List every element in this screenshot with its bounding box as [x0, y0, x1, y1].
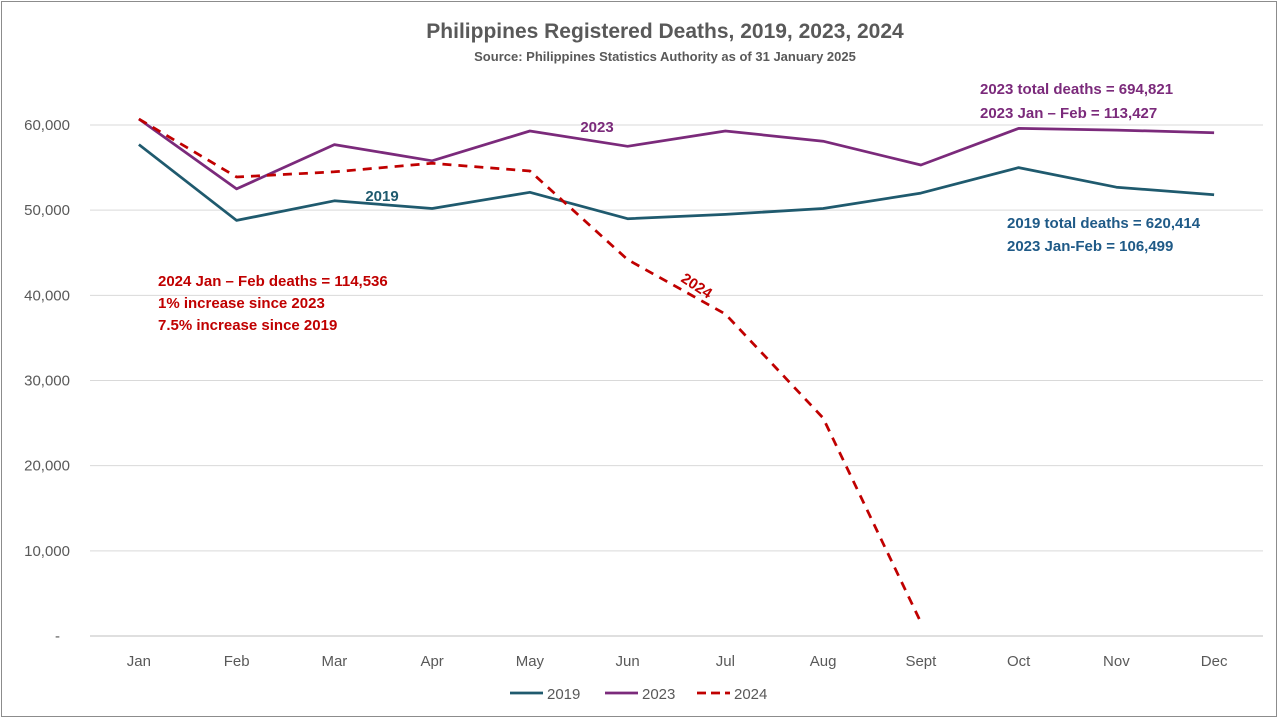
series-line-2023	[138, 117, 1215, 191]
annotation-2019-total: 2019 total deaths = 620,414	[1007, 215, 1201, 232]
series-line-2024	[138, 117, 923, 623]
y-axis-ticks: - 10,000 20,000 30,000 40,000 50,000 60,000	[24, 117, 70, 645]
gridlines	[90, 124, 1263, 637]
series-label-2023: 2023	[580, 119, 613, 136]
chart-subtitle: Source: Philippines Statistics Authority…	[474, 49, 856, 64]
series-label-2024: 2024	[678, 270, 716, 303]
annotation-2023-total: 2023 total deaths = 694,821	[980, 81, 1173, 98]
x-tick-label: Dec	[1201, 653, 1228, 670]
legend-label-2019: 2019	[547, 686, 580, 703]
x-tick-label: Feb	[224, 653, 250, 670]
x-tick-label: Sept	[905, 653, 937, 670]
y-tick-label: 10,000	[24, 543, 70, 560]
x-tick-label: Jul	[716, 653, 735, 670]
y-tick-label: 50,000	[24, 202, 70, 219]
chart-title: Philippines Registered Deaths, 2019, 202…	[426, 20, 904, 43]
y-tick-label: 40,000	[24, 287, 70, 304]
annotation-2019-janfeb: 2023 Jan-Feb = 106,499	[1007, 238, 1173, 255]
y-tick-label: -	[55, 628, 60, 645]
annotation-2024-janfeb: 2024 Jan – Feb deaths = 114,536	[158, 273, 388, 290]
legend-label-2024: 2024	[734, 686, 767, 703]
annotation-2024-vs-2023: 1% increase since 2023	[158, 295, 325, 312]
y-tick-label: 30,000	[24, 373, 70, 390]
annotation-2024-vs-2019: 7.5% increase since 2019	[158, 317, 337, 334]
x-tick-label: Apr	[420, 653, 443, 670]
x-tick-label: Jan	[127, 653, 151, 670]
x-tick-label: May	[516, 653, 545, 670]
x-axis-ticks: Jan Feb Mar Apr May Jun Jul Aug Sept Oct Nov Dec	[127, 653, 1228, 670]
y-tick-label: 20,000	[24, 458, 70, 475]
series-lines	[138, 117, 1215, 623]
x-tick-label: Mar	[321, 653, 347, 670]
annotation-2023-janfeb: 2023 Jan – Feb = 113,427	[980, 105, 1157, 122]
x-tick-label: Nov	[1103, 653, 1130, 670]
series-label-2019: 2019	[365, 188, 398, 205]
legend-label-2023: 2023	[642, 686, 675, 703]
series-line-2019	[138, 143, 1215, 222]
x-tick-label: Jun	[616, 653, 640, 670]
x-tick-label: Oct	[1007, 653, 1031, 670]
legend: 2019 2023 2024	[510, 686, 767, 703]
x-tick-label: Aug	[810, 653, 837, 670]
y-tick-label: 60,000	[24, 117, 70, 134]
